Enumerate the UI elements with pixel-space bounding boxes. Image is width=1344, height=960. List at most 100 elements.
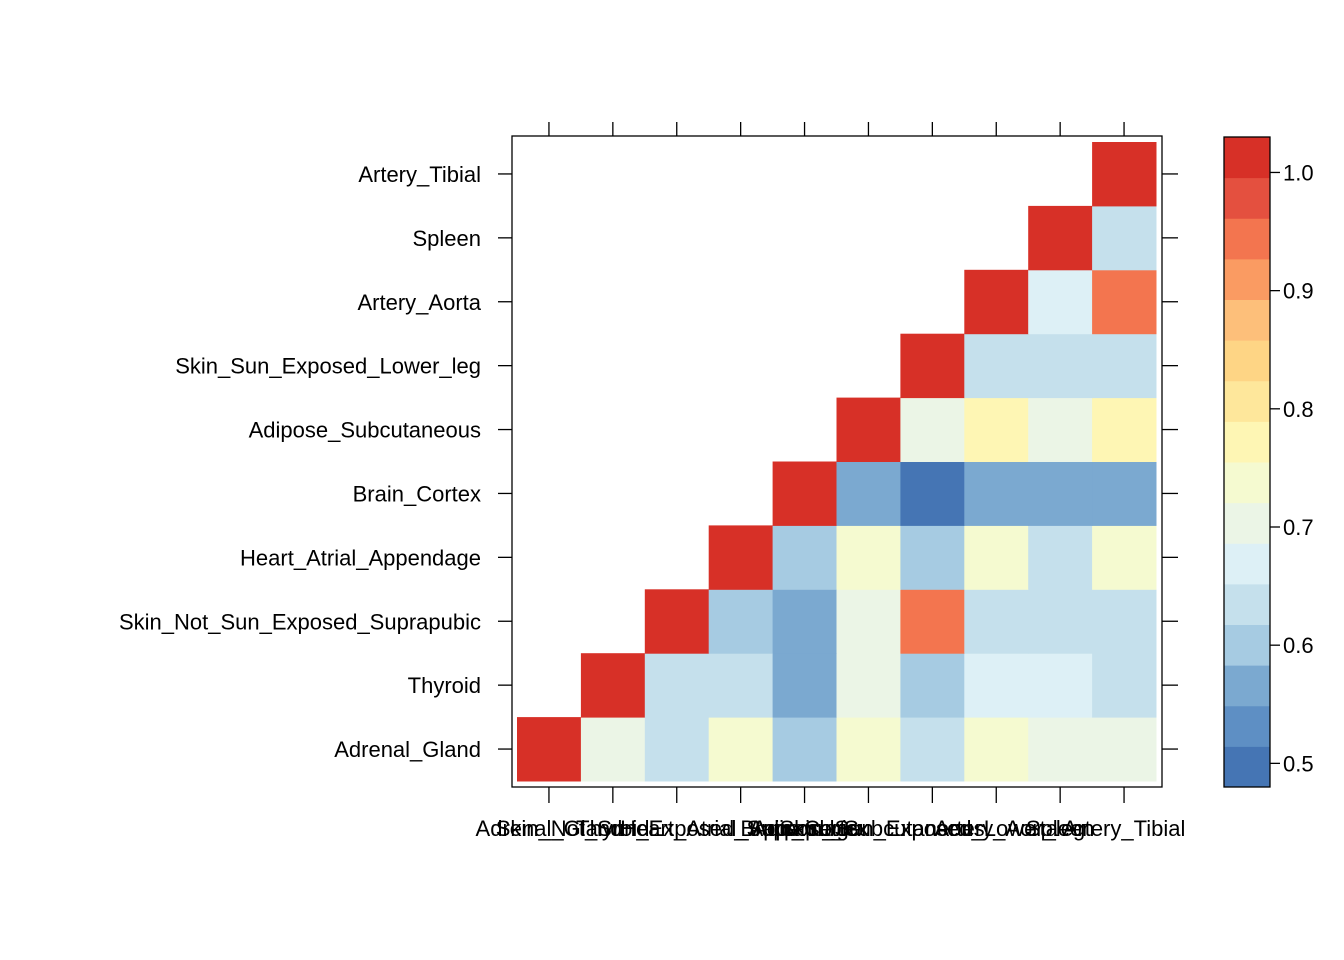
- color-key-frame: [1223, 136, 1271, 788]
- color-key-swatch: [1224, 218, 1270, 260]
- heatmap-cell: [964, 525, 1029, 590]
- heatmap-cell: [836, 589, 901, 654]
- color-key-label: 0.5: [1283, 751, 1314, 776]
- heatmap-cell: [1092, 269, 1157, 335]
- heatmap-cell: [1092, 653, 1157, 718]
- heatmap-cell: [1092, 397, 1157, 462]
- heatmap-cell: [708, 717, 774, 782]
- y-axis-labels: Adrenal_Gland Thyroid Skin_Not_Sun_Exposed…: [119, 162, 482, 762]
- y-tick-label: Adrenal_Gland: [334, 737, 481, 762]
- color-key-label: 0.8: [1283, 397, 1314, 422]
- heatmap-cell: [580, 717, 646, 782]
- heatmap-cell: [772, 461, 837, 526]
- heatmap-cell: [964, 397, 1029, 462]
- x-tick-label: Spleen: [1026, 816, 1095, 841]
- color-key-swatch: [1224, 137, 1270, 179]
- heatmap-cells: [517, 142, 1157, 782]
- x-tick-label: Brain_Cortex: [740, 816, 868, 841]
- heatmap-cell: [900, 589, 965, 654]
- heatmap-cell: [1028, 333, 1093, 399]
- color-key-swatch: [1224, 299, 1270, 341]
- heatmap-cell: [964, 333, 1029, 399]
- heatmap-cell: [1092, 525, 1157, 590]
- heatmap-cell: [964, 653, 1029, 718]
- heatmap-cell: [772, 525, 837, 590]
- heatmap-cell: [580, 653, 646, 718]
- heatmap-cell: [836, 397, 901, 462]
- x-tick-label: Thyroid: [576, 816, 649, 841]
- heatmap-cell: [964, 269, 1029, 335]
- y-tick-label: Spleen: [412, 226, 481, 251]
- heatmap-cell: [772, 653, 837, 718]
- y-tick-label: Brain_Cortex: [353, 481, 481, 506]
- heatmap-cell: [964, 589, 1029, 654]
- heatmap-cell: [900, 333, 965, 399]
- x-tick-label: Artery_Aorta: [935, 816, 1059, 841]
- heatmap-cell: [1092, 142, 1157, 207]
- color-key-swatch: [1224, 665, 1270, 707]
- heatmap-cell: [708, 525, 774, 590]
- y-tick-label: Adipose_Subcutaneous: [249, 418, 481, 443]
- color-key-swatch: [1224, 177, 1270, 219]
- heatmap-cell: [1028, 397, 1093, 462]
- color-key-swatch: [1224, 624, 1270, 666]
- x-tick-label: Skin_Sun_Exposed_Lower_leg: [779, 816, 1085, 841]
- y-tick-label: Skin_Not_Sun_Exposed_Suprapubic: [119, 609, 481, 634]
- y-tick-label: Artery_Tibial: [358, 162, 481, 187]
- color-key-swatch: [1224, 421, 1270, 463]
- heatmap-cell: [1028, 205, 1093, 271]
- heatmap-cell: [900, 397, 965, 462]
- y-tick-label: Thyroid: [408, 673, 481, 698]
- color-key-swatch: [1224, 258, 1270, 300]
- color-key-swatch: [1224, 583, 1270, 625]
- heatmap-cell: [900, 653, 965, 718]
- color-key-label: 0.9: [1283, 279, 1314, 304]
- heatmap-cell: [900, 461, 965, 526]
- heatmap-cell: [836, 653, 901, 718]
- color-key-swatch: [1224, 543, 1270, 585]
- color-key: 0.5 0.6 0.7 0.8 0.9 1.0: [1223, 136, 1314, 788]
- heatmap-cell: [836, 461, 901, 526]
- y-tick-label: Artery_Aorta: [358, 290, 482, 315]
- axis-ticks: [498, 122, 1178, 803]
- heatmap-cell: [964, 717, 1029, 782]
- heatmap-cell: [772, 717, 837, 782]
- heatmap-cell: [900, 525, 965, 590]
- heatmap-cell: [772, 589, 837, 654]
- heatmap-cell: [644, 653, 710, 718]
- color-key-label: 1.0: [1283, 160, 1314, 185]
- heatmap-cell: [836, 525, 901, 590]
- plot-frame: [511, 135, 1163, 788]
- x-axis-labels: Adrenal_GlandThyroidSkin_Not_Sun_Exposed…: [476, 816, 1186, 841]
- x-tick-label: Adrenal_Gland: [476, 816, 623, 841]
- x-tick-label: Skin_Not_Sun_Exposed_Suprapubic: [496, 816, 858, 841]
- x-tick-label: Heart_Atrial_Appendage: [620, 816, 861, 841]
- heatmap-cell: [1092, 333, 1157, 399]
- heatmap-cell: [900, 717, 965, 782]
- heatmap-cell: [644, 589, 710, 654]
- heatmap-cell: [1028, 589, 1093, 654]
- heatmap-cell: [1092, 205, 1157, 271]
- heatmap-cell: [644, 717, 710, 782]
- color-key-swatch: [1224, 380, 1270, 422]
- y-tick-label: Heart_Atrial_Appendage: [240, 545, 481, 570]
- x-tick-label: Artery_Tibial: [1063, 816, 1186, 841]
- color-key-label: 0.7: [1283, 515, 1314, 540]
- color-key-swatch: [1224, 502, 1270, 544]
- heatmap-cell: [1028, 653, 1093, 718]
- heatmap-cell: [1092, 461, 1157, 526]
- heatmap-cell: [708, 589, 774, 654]
- heatmap-cell: [1028, 461, 1093, 526]
- heatmap-cell: [1028, 525, 1093, 590]
- heatmap-cell: [964, 461, 1029, 526]
- color-key-swatch: [1224, 746, 1270, 788]
- color-key-swatch: [1224, 340, 1270, 382]
- heatmap-cell: [1092, 589, 1157, 654]
- color-key-label: 0.6: [1283, 633, 1314, 658]
- heatmap-cell: [517, 717, 582, 782]
- heatmap-cell: [1092, 717, 1157, 782]
- y-tick-label: Skin_Sun_Exposed_Lower_leg: [175, 354, 481, 379]
- x-tick-label: Adipose_Subcutaneous: [752, 816, 984, 841]
- heatmap-cell: [1028, 717, 1093, 782]
- color-key-swatch: [1224, 705, 1270, 747]
